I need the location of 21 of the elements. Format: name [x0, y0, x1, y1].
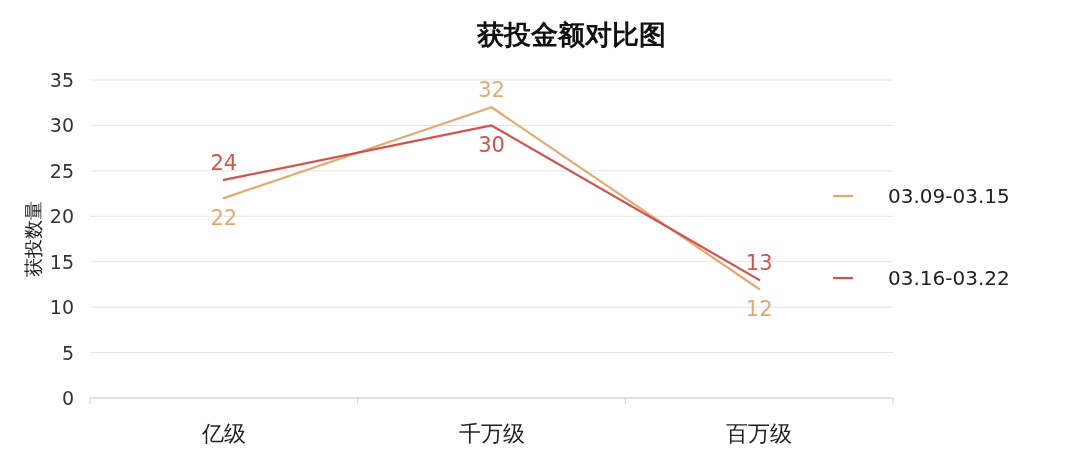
y-tick-label: 20 — [49, 205, 74, 228]
x-tick-label: 百万级 — [726, 421, 793, 446]
data-label: 22 — [210, 206, 238, 231]
x-tick-label: 千万级 — [458, 421, 525, 446]
y-tick-label: 5 — [61, 341, 74, 364]
y-axis-title: 获投数量 — [22, 201, 44, 277]
y-tick-label: 10 — [49, 296, 74, 319]
chart-title: 获投金额对比图 — [476, 19, 666, 50]
x-tick-label: 亿级 — [200, 421, 246, 446]
legend-label: 03.09-03.15 — [888, 184, 1010, 208]
data-label: 30 — [478, 133, 505, 158]
y-tick-label: 15 — [49, 250, 74, 273]
data-label: 13 — [745, 250, 773, 275]
legend-label: 03.16-03.22 — [888, 266, 1010, 290]
y-tick-label: 0 — [61, 387, 74, 409]
data-label: 24 — [210, 150, 238, 175]
y-tick-label: 35 — [49, 69, 74, 91]
data-label: 32 — [478, 78, 505, 103]
y-tick-label: 25 — [49, 159, 74, 182]
y-tick-label: 30 — [49, 114, 74, 137]
data-label: 12 — [745, 296, 773, 321]
